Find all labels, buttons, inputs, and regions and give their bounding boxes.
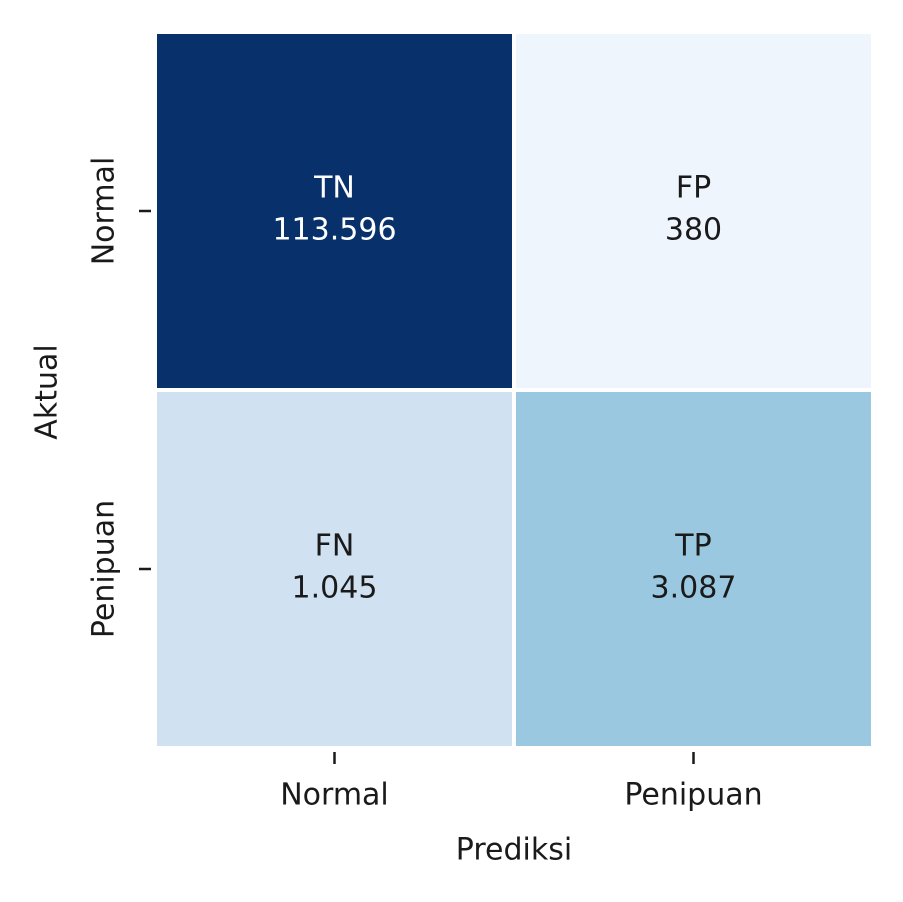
x-tick-label: Normal bbox=[280, 778, 389, 813]
y-tick-label: Penipuan bbox=[87, 500, 122, 638]
cell-label: TP bbox=[674, 529, 711, 564]
y-axis-label: Aktual bbox=[30, 344, 65, 439]
cell-label: FN bbox=[315, 529, 355, 564]
x-axis-label: Prediksi bbox=[456, 833, 572, 868]
heatmap-cell bbox=[153, 388, 516, 750]
heatmap-cell bbox=[512, 30, 875, 392]
cell-value-label: 1.045 bbox=[292, 571, 378, 606]
cell-label: FP bbox=[676, 171, 711, 206]
x-tick-label: Penipuan bbox=[624, 778, 762, 813]
cell-value-label: 3.087 bbox=[651, 571, 737, 606]
heatmap-cell bbox=[153, 30, 516, 392]
heatmap-cell bbox=[512, 388, 875, 750]
cell-value-label: 113.596 bbox=[272, 213, 396, 248]
cell-label: TN bbox=[313, 171, 355, 206]
y-tick-label: Normal bbox=[87, 157, 122, 266]
cell-value-label: 380 bbox=[665, 213, 722, 248]
